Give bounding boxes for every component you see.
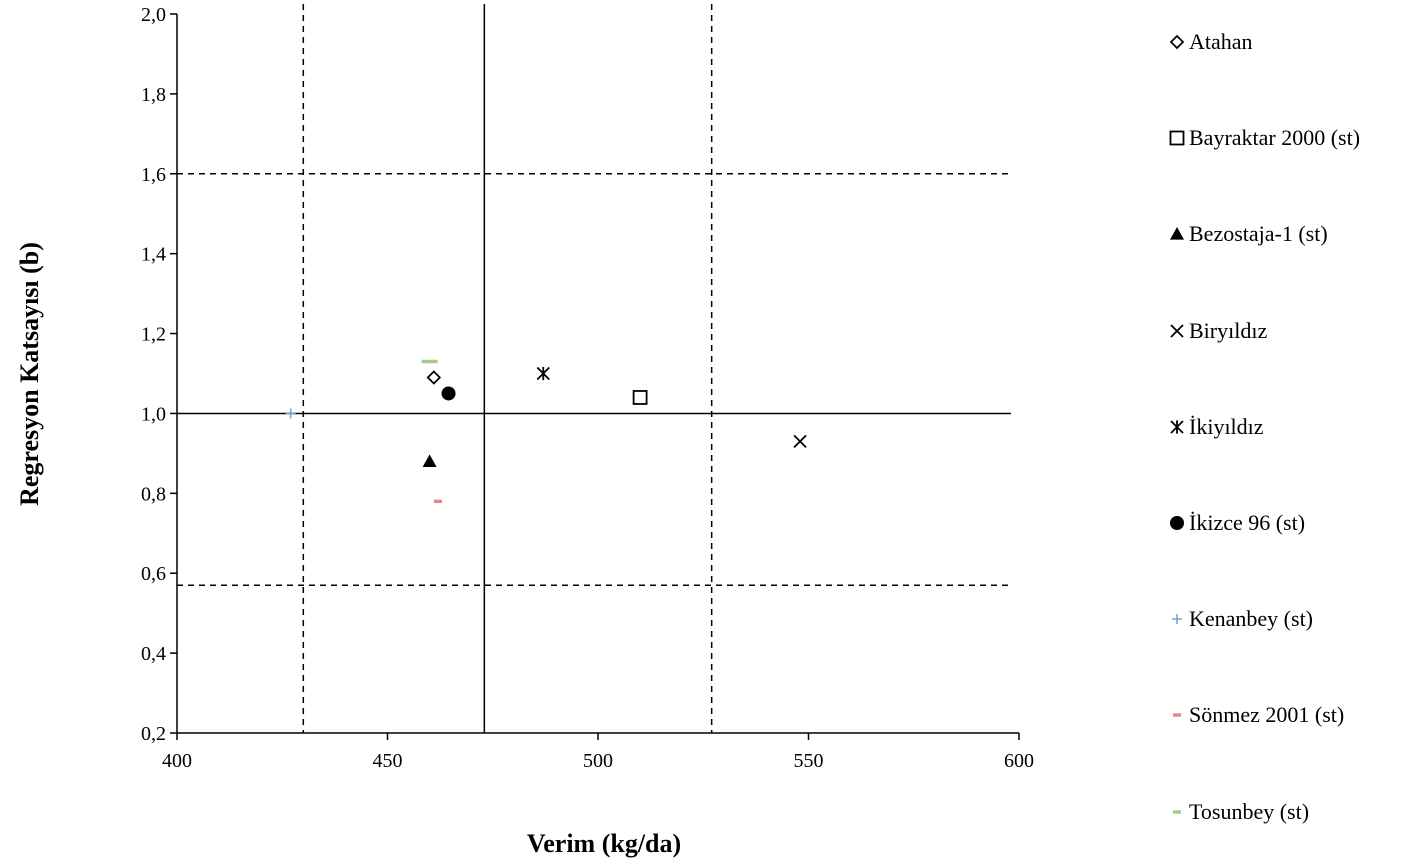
legend-marker — [1172, 614, 1182, 625]
legend-marker — [1170, 420, 1184, 434]
legend-marker-shape — [1170, 420, 1184, 434]
legend-label: Atahan — [1189, 29, 1253, 54]
legend-marker-shape — [1170, 227, 1184, 240]
x-tick-label: 450 — [373, 750, 403, 772]
y-tick-label: 2,0 — [141, 4, 166, 26]
legend-label: Tosunbey (st) — [1189, 798, 1310, 824]
legend-item: İkizce 96 (st) — [1168, 505, 1305, 541]
legend-marker-shape — [1172, 614, 1182, 625]
x-axis-title: Verim (kg/da) — [527, 829, 681, 858]
data-point-6 — [441, 386, 456, 401]
y-tick-label: 0,6 — [141, 563, 166, 585]
legend-marker — [1169, 34, 1185, 50]
y-axis-ticks: 0,2 0,4 0,6 0,8 1,0 1,2 1,4 1,6 1,8 2,0 — [141, 4, 177, 745]
legend-label: İkizce 96 (st) — [1189, 510, 1306, 535]
legend-item: Bayraktar 2000 (st) — [1168, 120, 1360, 156]
y-axis-title: Regresyon Katsayısı (b) — [15, 242, 44, 506]
legend-marker — [1173, 713, 1181, 718]
x-axis-ticks: 400 450 500 550 600 — [162, 733, 1034, 772]
y-tick-label: 0,2 — [141, 723, 166, 745]
data-point-5 — [536, 366, 550, 381]
legend-item: Kenanbey (st) — [1168, 601, 1313, 637]
legend-marker — [1173, 809, 1181, 814]
legend-marker-shape — [1169, 34, 1185, 50]
legend-item: Bezostaja-1 (st) — [1168, 216, 1328, 252]
legend-label: Bezostaja-1 (st) — [1189, 221, 1328, 247]
y-tick-label: 1,4 — [141, 244, 166, 266]
y-tick-label: 1,6 — [141, 164, 166, 186]
legend-marker — [1169, 130, 1185, 146]
legend-marker — [1170, 227, 1184, 240]
legend-label: Sönmez 2001 (st) — [1189, 702, 1345, 728]
legend-item: İkiyıldız — [1168, 409, 1264, 445]
data-point-1 — [426, 370, 442, 385]
x-tick-label: 400 — [162, 750, 192, 772]
legend-item: Biryıldız — [1168, 313, 1267, 349]
legend-item: Tosunbey (st) — [1168, 794, 1309, 830]
legend-marker-shape — [1170, 323, 1184, 338]
data-point-4 — [793, 434, 807, 449]
y-tick-label: 1,2 — [141, 324, 166, 346]
data-point-3 — [422, 454, 437, 467]
legend-label: Biryıldız — [1189, 317, 1268, 343]
legend-marker-shape — [1169, 130, 1185, 146]
legend-marker — [1170, 516, 1184, 530]
legend-marker — [1170, 323, 1184, 338]
x-tick-label: 600 — [1004, 750, 1034, 772]
scatter-chart: 400 450 500 550 600 0,2 0,4 0,6 0,8 1,0 1,2 1,4 1,6… — [15, 4, 1034, 858]
y-tick-label: 0,4 — [141, 643, 166, 665]
reference-lines — [177, 4, 1011, 733]
y-tick-label: 1,0 — [141, 403, 166, 425]
data-point-2 — [632, 390, 648, 405]
y-tick-label: 1,8 — [141, 84, 166, 106]
legend-item: Atahan — [1168, 24, 1253, 60]
data-points — [285, 359, 807, 504]
legend-label: Bayraktar 2000 (st) — [1189, 125, 1361, 151]
data-point-7 — [285, 408, 296, 419]
legend-item: Sönmez 2001 (st) — [1168, 697, 1344, 733]
x-tick-label: 550 — [794, 750, 824, 772]
y-tick-label: 0,8 — [141, 483, 166, 505]
x-tick-label: 500 — [583, 750, 613, 772]
legend-label: İkiyıldız — [1189, 413, 1264, 439]
legend-label: Kenanbey (st) — [1189, 606, 1314, 632]
legend-marker-shape — [1170, 516, 1184, 530]
